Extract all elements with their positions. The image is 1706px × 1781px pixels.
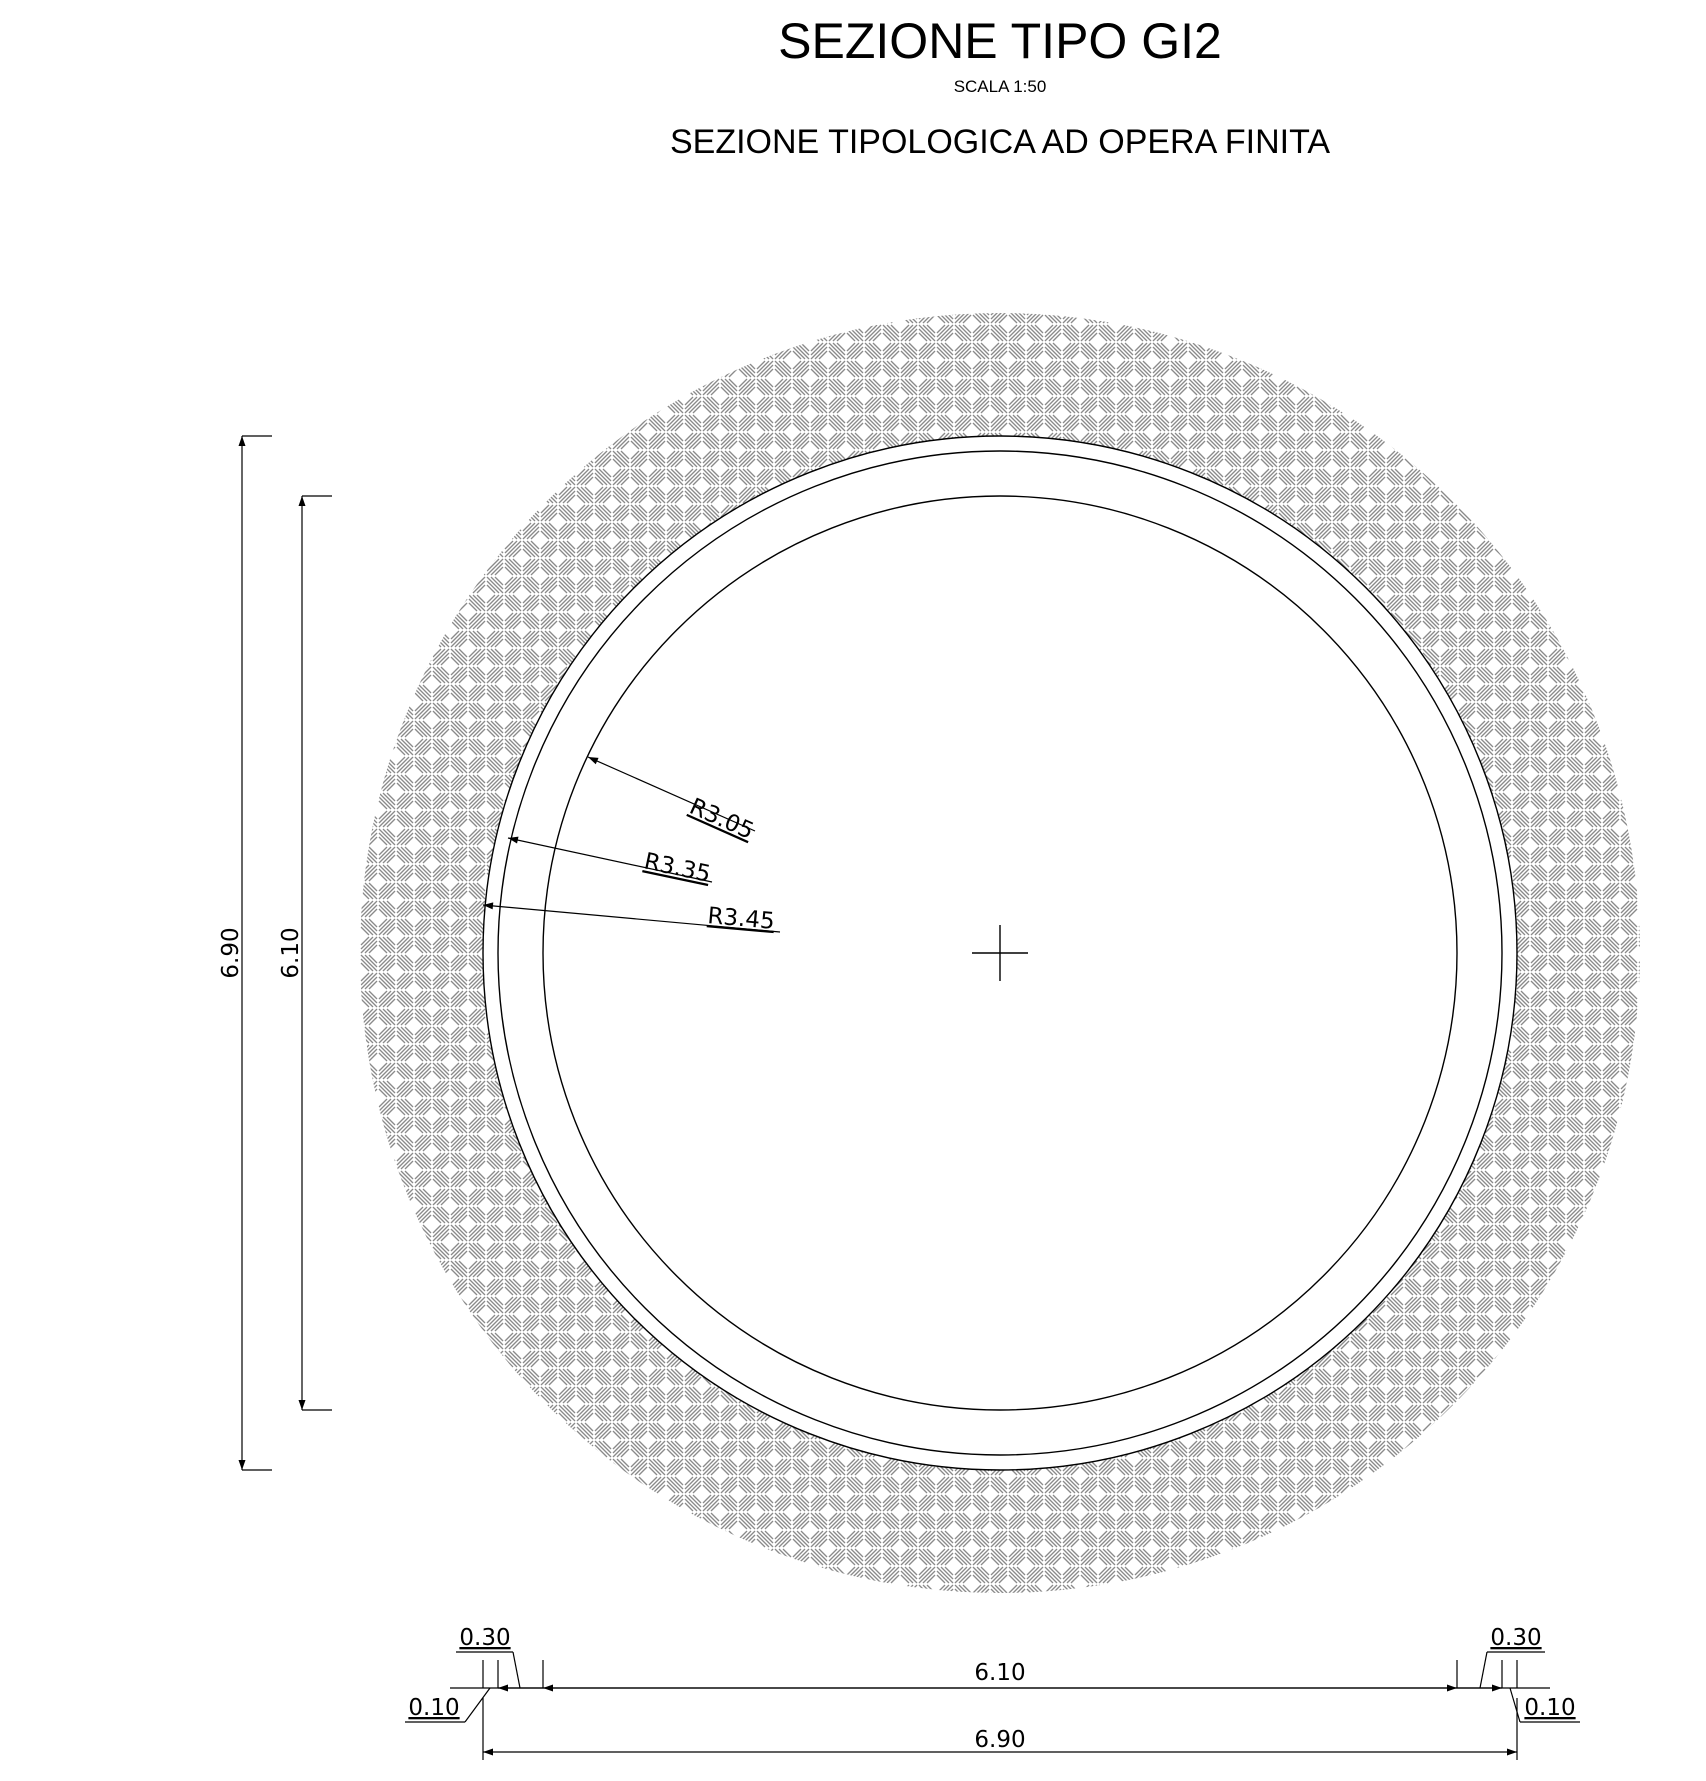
outer-lining-circle: [482, 435, 1518, 1471]
horizontal-dimension-outer-label: 6.90: [974, 1727, 1025, 1753]
radius-leader-r305: R3.05: [587, 756, 758, 845]
left-small-dimension-010-label: 0.10: [408, 1695, 459, 1721]
horizontal-dimension-inner-label: 6.10: [974, 1660, 1025, 1686]
left-small-dimension-010: 0.10: [405, 1687, 491, 1723]
radius-leader-r335: R3.35: [507, 836, 713, 888]
right-small-dimension-030-label: 0.30: [1490, 1625, 1541, 1651]
middle-lining-circle: [497, 450, 1503, 1456]
inner-lining-circle: [542, 495, 1458, 1411]
drawing-title: SEZIONE TIPO GI2: [778, 13, 1222, 69]
radius-label-r305: R3.05: [686, 794, 758, 845]
vertical-dimension-inner-label: 6.10: [278, 927, 304, 978]
drawing-subtitle: SEZIONE TIPOLOGICA AD OPERA FINITA: [670, 123, 1330, 161]
horizontal-dimension-chain: 6.10: [450, 1660, 1550, 1692]
right-small-dimension-010: 0.10: [1509, 1687, 1580, 1723]
radius-label-r335: R3.35: [642, 848, 713, 887]
scale-label: SCALA 1:50: [954, 77, 1047, 96]
horizontal-dimension-outer: 6.90: [483, 1727, 1517, 1756]
radius-label-r345: R3.45: [706, 903, 775, 935]
left-small-dimension-030-label: 0.30: [459, 1625, 510, 1651]
left-small-dimension-030: 0.30: [456, 1625, 521, 1689]
vertical-dimension-inner: 6.10: [278, 495, 332, 1411]
vertical-dimension-outer: 6.90: [218, 435, 272, 1471]
right-small-dimension-030: 0.30: [1479, 1625, 1545, 1689]
vertical-dimension-outer-label: 6.90: [218, 927, 244, 978]
right-small-dimension-010-label: 0.10: [1524, 1695, 1575, 1721]
center-mark: [972, 925, 1028, 981]
radius-leader-r345: R3.45: [482, 902, 781, 935]
